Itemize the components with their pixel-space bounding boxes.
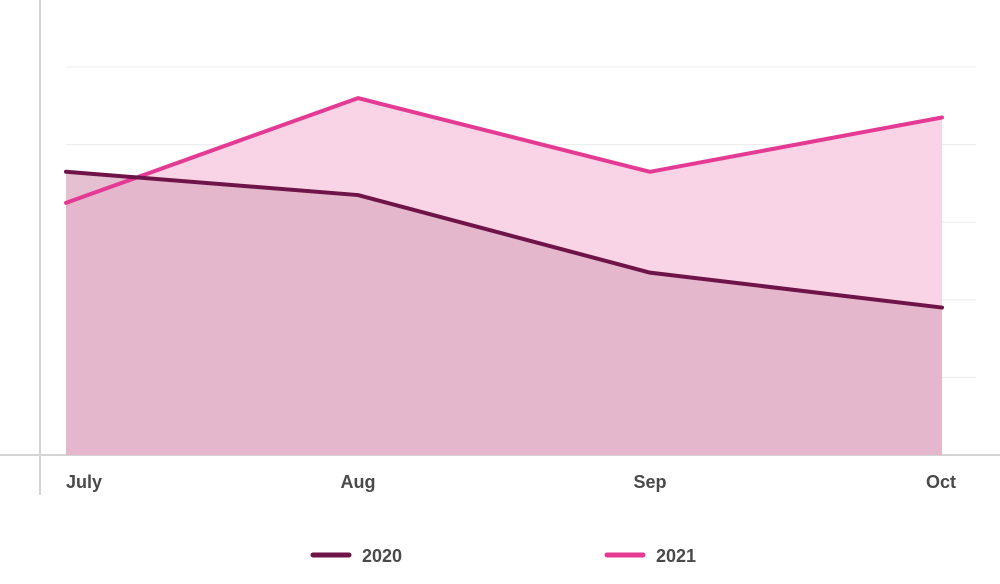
x-tick-label: Oct — [926, 472, 956, 492]
x-tick-label: July — [66, 472, 102, 492]
x-tick-label: Aug — [341, 472, 376, 492]
legend-label-2021[interactable]: 2021 — [656, 546, 696, 566]
x-tick-label: Sep — [633, 472, 666, 492]
area-fill-2020 — [66, 171, 942, 455]
series-line-2021 — [64, 96, 944, 205]
series-line-2020 — [64, 169, 944, 310]
legend-label-2020[interactable]: 2020 — [362, 546, 402, 566]
